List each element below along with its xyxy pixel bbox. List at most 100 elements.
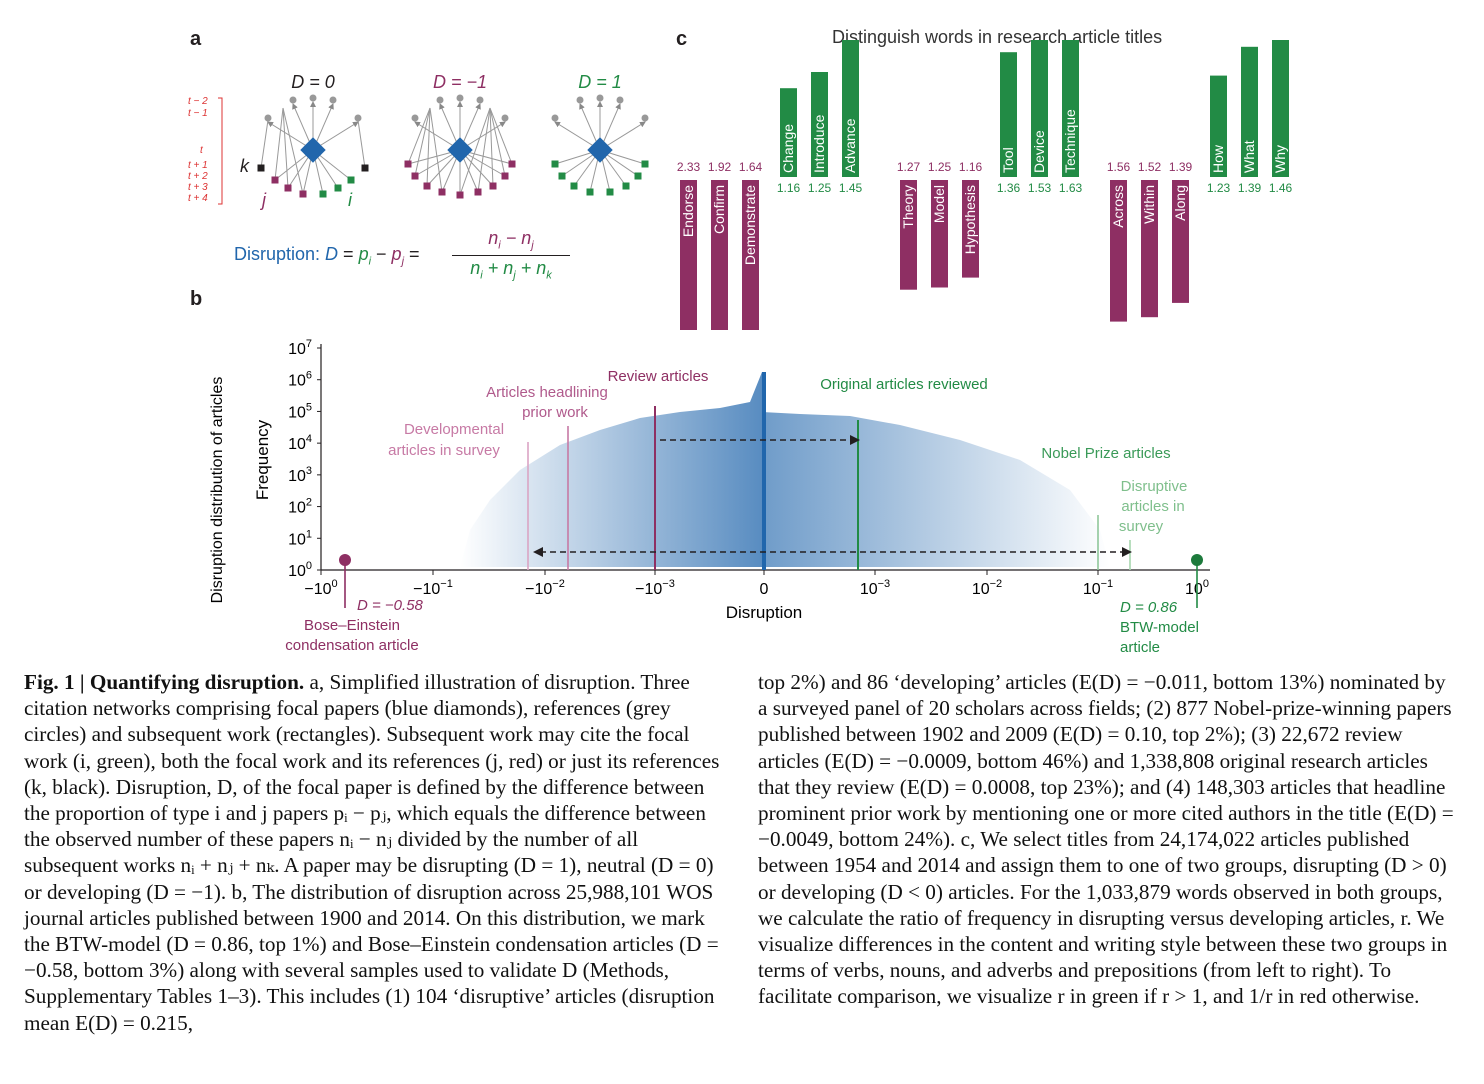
subsequent-paper [423, 182, 431, 190]
btw-dot [1191, 554, 1203, 566]
y-tick-label: 100 [288, 560, 312, 580]
time-axis: t − 2 t − 1 t t + 1 t + 2 t + 3 t + 4 [188, 96, 223, 205]
word-group: 1.27 Theory 1.25 Model 1.16 Hypothesis 1.36 Too… [897, 40, 1083, 290]
disrupting-word-label: Advance [842, 118, 858, 173]
subsequent-paper [558, 172, 566, 180]
network-title-neutral: D = 0 [291, 72, 335, 92]
disrupting-word-ratio: 1.63 [1059, 181, 1083, 195]
focal-paper-diamond [587, 137, 613, 163]
formula-denominator: ni + nj + nk [470, 257, 552, 282]
outer-y-label: Disruption distribution of articles [209, 377, 226, 604]
word-group: 2.33 Endorse 1.92 Confirm 1.64 Demonstrate 1.1… [677, 40, 863, 330]
developing-word-bar [962, 180, 979, 278]
developmental-label-2: articles in survey [388, 442, 500, 459]
y-tick-label: 103 [288, 465, 312, 485]
panel-a-letter: a [190, 28, 202, 50]
developing-word-ratio: 1.56 [1107, 160, 1131, 174]
panel-c-title: Distinguish words in research article ti… [832, 27, 1163, 47]
subsequent-paper [622, 182, 630, 190]
panel-a-networks: D = 0 D = −1 D = 1 t − 2 t − 1 t t + 1 t… [188, 72, 649, 210]
caption-right: top 2%) and 86 ‘developing’ articles (E(… [758, 669, 1458, 1010]
k-label: k [240, 156, 250, 176]
developing-word-label: Theory [900, 185, 916, 229]
disrupting-word-label: Device [1031, 130, 1047, 173]
disruptive-label-3: survey [1119, 518, 1164, 535]
reference-circle [551, 114, 559, 122]
disrupting-word-bar [811, 72, 828, 177]
disrupting-word-bar [1000, 52, 1017, 178]
disruptive-label-2: articles in [1121, 498, 1184, 515]
developing-word-label: Endorse [680, 185, 696, 237]
y-tick-label: 105 [288, 401, 312, 421]
bose-d-label: D = −0.58 [357, 597, 424, 614]
developing-word-label: Across [1110, 185, 1126, 228]
y-axis-label: Frequency [253, 419, 272, 500]
review-label: Review articles [608, 368, 709, 385]
panel-b-distribution: Disruption distribution of articles Freq… [209, 338, 1210, 656]
focal-paper-diamond [447, 137, 473, 163]
original-label: Original articles reviewed [820, 376, 988, 393]
reference-circle [436, 96, 444, 104]
disrupting-word-bar [1272, 40, 1289, 178]
disruption-formula: Disruption: D = pi − pj = [234, 244, 420, 268]
x-tick-label: 10−3 [860, 578, 890, 598]
subsequent-paper [257, 164, 265, 172]
reference-circle [596, 94, 604, 102]
x-tick-label: 10−2 [972, 578, 1002, 598]
x-axis-label: Disruption [726, 603, 803, 622]
nobel-label: Nobel Prize articles [1041, 445, 1170, 462]
disrupting-word-bar [1031, 40, 1048, 177]
developing-word-label: Demonstrate [742, 185, 758, 265]
btw-d-label: D = 0.86 [1120, 599, 1178, 616]
developing-word-ratio: 1.25 [928, 160, 952, 174]
developing-word-bar [900, 180, 917, 290]
developing-word-label: Hypothesis [962, 185, 978, 254]
subsequent-paper [404, 160, 412, 168]
y-tick-label: 104 [288, 433, 312, 453]
subsequent-paper [501, 172, 509, 180]
disrupting-word-label: Technique [1062, 109, 1078, 173]
j-label: j [259, 190, 267, 210]
x-tick-label: 0 [760, 581, 769, 598]
subsequent-paper [489, 182, 497, 190]
disrupting-word-bar [1241, 46, 1258, 177]
disrupting-word-ratio: 1.36 [997, 181, 1021, 195]
caption-left-text: a, Simplified illustration of disruption… [24, 670, 720, 1035]
subsequent-paper [299, 190, 307, 198]
btw-label-2: article [1120, 639, 1160, 656]
subsequent-paper [334, 184, 342, 192]
developing-word-label: Model [931, 185, 947, 223]
btw-label-1: BTW-model [1120, 619, 1199, 636]
time-label: t + 1 [188, 160, 208, 171]
formula-prefix: Disruption: [234, 244, 326, 264]
disrupting-word-ratio: 1.53 [1028, 181, 1052, 195]
developing-word-bar [1141, 180, 1158, 318]
reference-circle [456, 94, 464, 102]
developing-word-bar [742, 180, 759, 330]
time-label: t + 4 [188, 193, 208, 204]
subsequent-paper [508, 160, 516, 168]
developing-word-bar [680, 180, 697, 330]
y-tick-label: 106 [288, 370, 312, 390]
headlining-label-2: prior work [522, 404, 588, 421]
developing-word-ratio: 1.92 [708, 160, 732, 174]
x-tick-label: −100 [304, 578, 337, 598]
time-label: t − 1 [188, 108, 208, 119]
time-label: t + 2 [188, 171, 208, 182]
i-label: i [348, 190, 353, 210]
y-tick-label: 101 [288, 528, 312, 548]
reference-circle [411, 114, 419, 122]
disruptive-label-1: Disruptive [1121, 478, 1188, 495]
time-label: t [200, 145, 204, 156]
time-label: t − 2 [188, 96, 208, 107]
bose-label-2: condensation article [285, 637, 418, 654]
panel-c-word-bars: 2.33 Endorse 1.92 Confirm 1.64 Demonstrate 1.1… [677, 40, 1293, 330]
disrupting-word-label: Change [780, 124, 796, 173]
citation-network-developing [404, 94, 516, 199]
headlining-label-1: Articles headlining [486, 384, 608, 401]
disrupting-word-label: Why [1272, 145, 1288, 173]
subsequent-paper [474, 188, 482, 196]
subsequent-paper [284, 184, 292, 192]
reference-circle [289, 96, 297, 104]
subsequent-paper [606, 188, 614, 196]
